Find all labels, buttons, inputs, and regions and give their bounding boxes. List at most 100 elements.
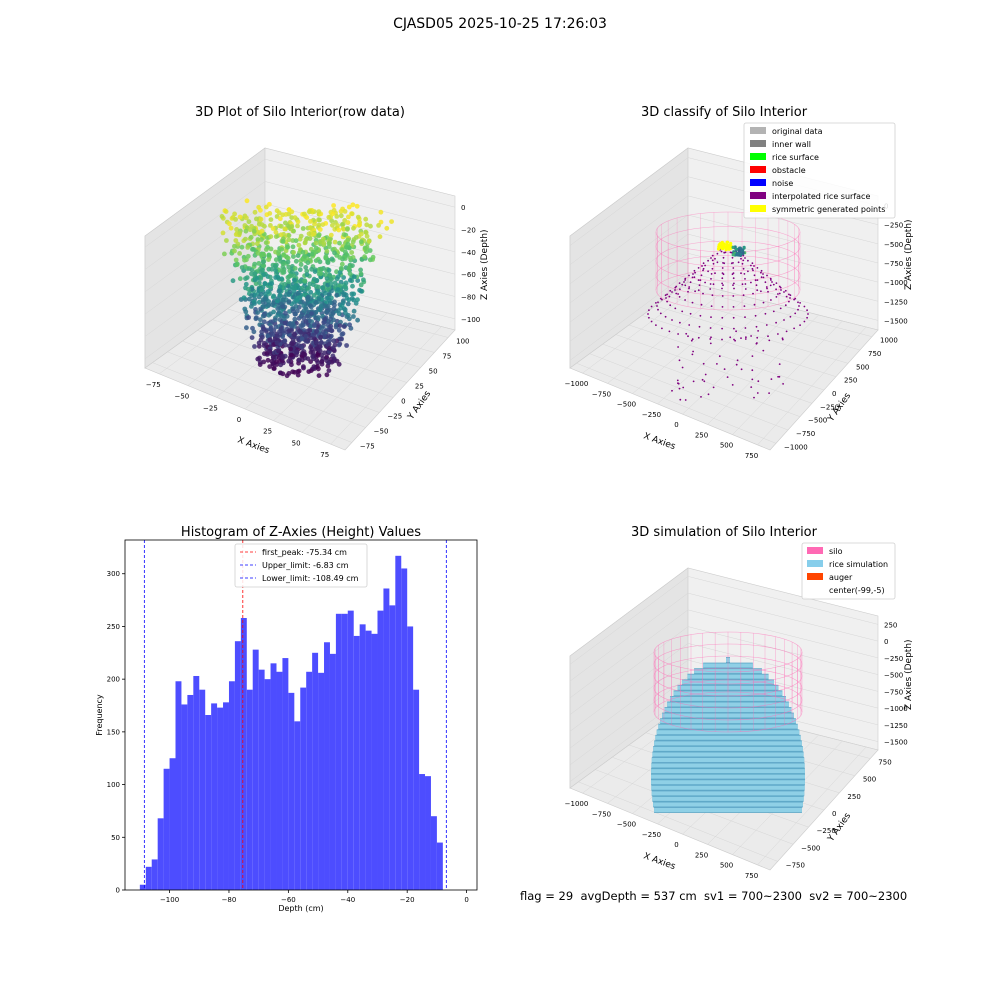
raw-point: [329, 218, 334, 224]
legend-label: Lower_limit: -108.49 cm: [262, 574, 359, 583]
raw-point: [248, 234, 254, 240]
histogram-bar: [353, 635, 360, 890]
histogram-bar: [145, 866, 152, 890]
histogram-bar: [169, 758, 176, 890]
raw-point: [337, 283, 343, 289]
raw-point: [301, 308, 307, 313]
raw-point: [276, 348, 281, 354]
interpolated-point: [747, 259, 749, 262]
interpolated-point: [756, 267, 759, 269]
raw-point: [305, 296, 310, 302]
legend-swatch: [807, 573, 823, 580]
histogram-bar: [181, 704, 188, 890]
y-tick-label: −25: [387, 413, 402, 421]
histogram-bar: [383, 588, 390, 890]
raw-point: [335, 274, 341, 279]
figure-title: CJASD05 2025-10-25 17:26:03: [393, 16, 607, 32]
raw-point: [351, 274, 357, 280]
raw-point: [243, 228, 249, 234]
symmetric-point: [719, 242, 724, 246]
interpolated-point: [656, 305, 658, 307]
legend-swatch: [750, 166, 766, 173]
raw-point: [326, 341, 332, 347]
raw-point: [366, 238, 372, 244]
interpolated-point: [671, 389, 673, 392]
interpolated-point: [722, 284, 724, 286]
raw-point: [275, 312, 281, 318]
raw-point: [283, 220, 288, 226]
interpolated-point: [769, 284, 772, 287]
raw-point: [263, 204, 269, 210]
interpolated-point: [657, 301, 659, 304]
raw-point: [273, 317, 278, 323]
raw-point: [313, 299, 319, 305]
y-tick-label: −750: [796, 430, 815, 438]
raw-point: [350, 239, 356, 245]
histogram-bar: [199, 689, 206, 890]
y-tick-label: 500: [863, 776, 876, 784]
x-tick-label: −1000: [565, 380, 589, 388]
histogram-legend: first_peak: -75.34 cm Upper_limit: -6.83 …: [234, 543, 368, 588]
raw-point: [268, 223, 273, 228]
histogram-bar: [205, 715, 212, 890]
raw-point: [242, 257, 247, 263]
interpolated-point: [770, 378, 773, 380]
interpolated-point: [765, 324, 768, 326]
raw-point: [266, 299, 272, 304]
raw-point: [262, 313, 267, 318]
raw-point: [243, 281, 249, 287]
raw-point: [271, 309, 276, 315]
raw-point: [345, 226, 350, 232]
histogram-bar: [276, 671, 283, 890]
raw-point: [315, 324, 321, 330]
raw-point: [367, 248, 373, 253]
y-tick-label: 200: [107, 676, 120, 684]
z-tick-label: −250: [884, 655, 903, 663]
raw-point: [289, 323, 295, 328]
y-tick-label: −1000: [784, 443, 808, 451]
histogram-bar: [419, 774, 426, 890]
raw-point: [258, 317, 263, 323]
raw-point: [342, 291, 347, 297]
raw-point: [300, 351, 306, 357]
x-tick-label: 250: [695, 851, 708, 859]
raw-point: [298, 262, 304, 267]
interpolated-point: [799, 302, 801, 304]
raw-point: [333, 324, 339, 330]
raw-point: [275, 306, 281, 311]
raw-point: [358, 288, 364, 294]
legend-label: interpolated rice surface: [772, 192, 870, 201]
histogram-bar: [413, 689, 420, 890]
raw-point: [237, 230, 243, 236]
raw-point: [254, 315, 259, 320]
interpolated-point: [740, 368, 743, 371]
interpolated-point: [669, 289, 672, 292]
raw-point: [339, 261, 345, 267]
y-tick-label: 250: [107, 623, 120, 631]
raw-point: [331, 203, 336, 208]
interpolated-point: [701, 265, 703, 267]
raw-point: [268, 234, 274, 240]
histogram-bar: [371, 633, 378, 890]
raw-point: [274, 333, 280, 339]
raw-point: [305, 356, 311, 361]
raw-point: [300, 323, 305, 329]
interpolated-point: [754, 314, 757, 317]
interpolated-point: [756, 289, 759, 292]
interpolated-point: [732, 284, 734, 286]
interpolated-point: [780, 289, 782, 291]
raw-point: [279, 276, 285, 282]
interpolated-point: [756, 392, 759, 394]
interpolated-point: [674, 286, 677, 289]
histogram-bar: [252, 649, 259, 890]
raw-point: [293, 258, 299, 264]
interpolated-point: [694, 290, 696, 293]
interpolated-point: [684, 279, 686, 281]
z-tick-label: 0: [461, 204, 465, 212]
raw-point: [268, 327, 274, 333]
raw-point: [287, 273, 293, 279]
raw-point: [303, 237, 309, 243]
raw-point: [324, 354, 329, 360]
raw-point: [280, 355, 286, 361]
raw-point: [293, 238, 299, 244]
